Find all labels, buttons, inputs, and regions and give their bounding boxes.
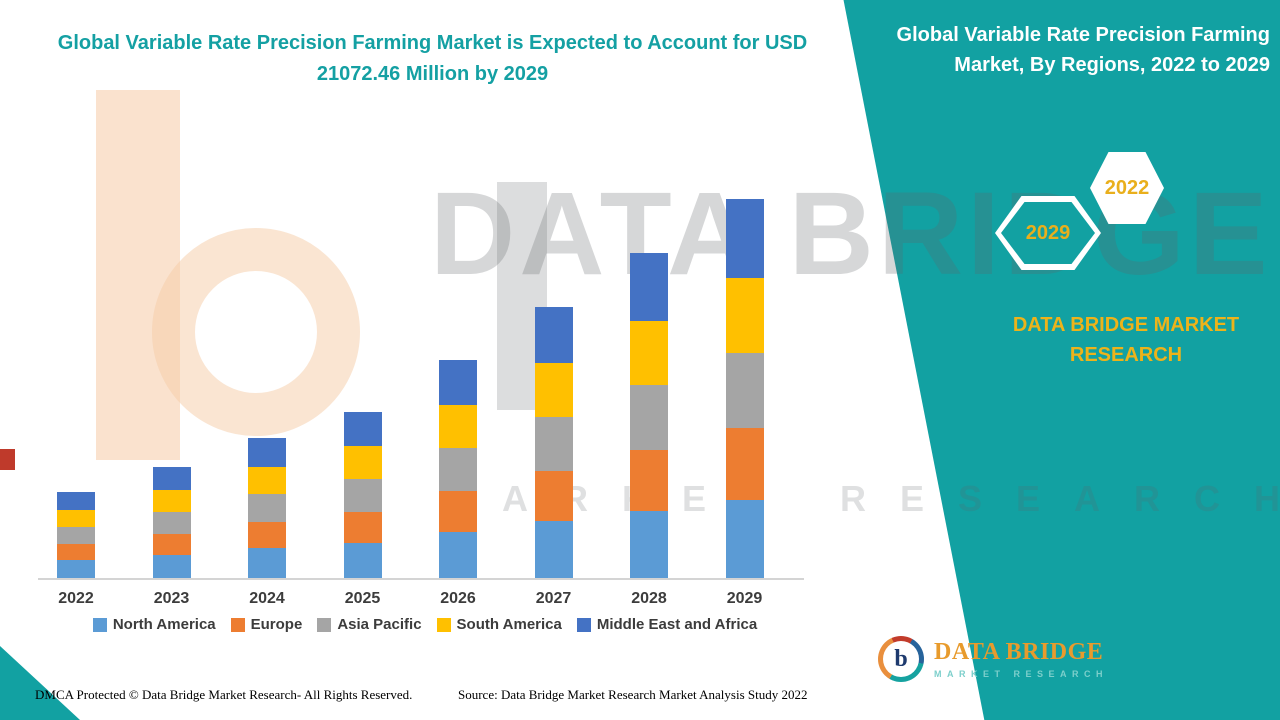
- legend-label: Asia Pacific: [337, 616, 422, 633]
- segment-middle-east-and-africa-2029: [725, 198, 764, 278]
- segment-south-america-2029: [725, 277, 764, 353]
- segment-middle-east-and-africa-2028: [630, 252, 668, 322]
- legend-north-america: North America: [92, 616, 216, 633]
- segment-south-america-2025: [343, 446, 382, 479]
- badge-2022-hexagon: 2022: [1090, 152, 1164, 224]
- databridge-logo-letter: b: [883, 641, 919, 677]
- segment-south-america-2024: [248, 466, 286, 495]
- chart-title: Global Variable Rate Precision Farming M…: [57, 32, 808, 85]
- bar-2028: [630, 252, 668, 578]
- segment-south-america-2022: [57, 510, 95, 527]
- x-label-2022: 2022: [58, 590, 94, 607]
- segment-asia-pacific-2027: [534, 416, 573, 471]
- chart-legend: North America Europe Asia Pacific South Ame…: [20, 616, 830, 633]
- dmca-notice: DMCA Protected © Data Bridge Market Rese…: [35, 687, 413, 702]
- segment-middle-east-and-africa-2023: [152, 467, 191, 491]
- panel-title: Global Variable Rate Precision Farming M…: [896, 24, 1270, 76]
- segment-europe-2023: [152, 533, 191, 555]
- legend-europe: Europe: [230, 616, 303, 633]
- bar-2029: [725, 198, 764, 578]
- legend-middle-east-and-africa: Middle East and Africa: [576, 616, 758, 633]
- logo-watermark-red-accent: [0, 449, 15, 470]
- bar-2023: [152, 467, 191, 578]
- bar-2025: [343, 411, 382, 578]
- badge-2029-fill: 2029: [1001, 202, 1095, 264]
- segment-middle-east-and-africa-2024: [248, 437, 286, 467]
- x-label-2029: 2029: [726, 590, 763, 607]
- legend-south-america: South America: [436, 616, 562, 633]
- segment-middle-east-and-africa-2025: [343, 411, 382, 447]
- segment-south-america-2028: [630, 321, 668, 385]
- x-label-2024: 2024: [249, 590, 285, 607]
- source-note: Source: Data Bridge Market Research Mark…: [458, 687, 808, 702]
- segment-europe-2026: [439, 491, 477, 533]
- segment-europe-2024: [248, 522, 286, 549]
- segment-north-america-2026: [439, 532, 477, 578]
- segment-europe-2027: [534, 470, 573, 522]
- x-axis-labels: 2022 2023 2024 2025 2026 2027 2028 2029: [38, 590, 804, 614]
- databridge-logo-icon: b: [878, 636, 924, 682]
- segment-south-america-2023: [152, 490, 191, 512]
- x-label-2026: 2026: [440, 590, 476, 607]
- segment-north-america-2029: [725, 499, 764, 578]
- badge-2029-hexagon: 2029: [995, 196, 1101, 270]
- legend-swatch-middle-east-and-africa: [576, 617, 591, 632]
- footer-logo-textblock: DATA BRIDGE MARKET RESEARCH: [934, 639, 1108, 679]
- segment-europe-2028: [630, 449, 668, 511]
- legend-swatch-south-america: [436, 617, 451, 632]
- segment-europe-2029: [725, 428, 764, 500]
- footer-logo: b DATA BRIDGE MARKET RESEARCH: [878, 636, 1108, 682]
- segment-north-america-2027: [534, 521, 573, 578]
- segment-north-america-2025: [343, 542, 382, 578]
- chart-plot: [38, 182, 804, 580]
- legend-swatch-north-america: [92, 617, 107, 632]
- bar-2022: [57, 492, 95, 578]
- bar-2026: [439, 359, 477, 578]
- badge-2029-label: 2029: [1025, 221, 1071, 244]
- x-label-2027: 2027: [535, 590, 572, 607]
- segment-middle-east-and-africa-2022: [57, 492, 95, 511]
- segment-south-america-2026: [439, 405, 477, 448]
- badge-2022-label: 2022: [1104, 176, 1150, 199]
- segment-asia-pacific-2024: [248, 494, 286, 523]
- bar-2027: [534, 306, 573, 578]
- legend-label: North America: [112, 616, 216, 633]
- segment-asia-pacific-2022: [57, 526, 95, 544]
- segment-north-america-2023: [152, 554, 191, 578]
- segment-europe-2025: [343, 511, 382, 543]
- watermark-subtitle: MARKET RESEARCH: [438, 478, 1280, 519]
- legend-swatch-asia-pacific: [317, 617, 332, 632]
- legend-swatch-europe: [230, 617, 245, 632]
- segment-asia-pacific-2029: [725, 352, 764, 429]
- segment-asia-pacific-2026: [439, 447, 477, 492]
- x-label-2028: 2028: [631, 590, 667, 607]
- segment-north-america-2028: [630, 510, 668, 578]
- logo-watermark-bar: [96, 90, 180, 460]
- bottom-left-teal-wedge: [0, 646, 80, 720]
- legend-label: South America: [456, 616, 562, 633]
- legend-label: Europe: [250, 616, 303, 633]
- footer-logo-subtitle: MARKET RESEARCH: [934, 669, 1109, 679]
- segment-middle-east-and-africa-2027: [534, 306, 573, 364]
- bar-2024: [248, 437, 286, 578]
- segment-middle-east-and-africa-2026: [439, 359, 477, 406]
- legend-asia-pacific: Asia Pacific: [317, 616, 422, 633]
- segment-north-america-2024: [248, 548, 286, 578]
- segment-south-america-2027: [534, 363, 573, 417]
- x-label-2025: 2025: [344, 590, 381, 607]
- segment-asia-pacific-2023: [152, 511, 191, 534]
- segment-north-america-2022: [57, 560, 95, 578]
- segment-europe-2022: [57, 543, 95, 560]
- legend-label: Middle East and Africa: [596, 616, 758, 633]
- segment-asia-pacific-2028: [630, 384, 668, 450]
- x-label-2023: 2023: [153, 590, 190, 607]
- segment-asia-pacific-2025: [343, 478, 382, 512]
- brand-text: DATA BRIDGE MARKET RESEARCH: [1012, 314, 1240, 366]
- footer-logo-title: DATA BRIDGE: [934, 639, 1104, 665]
